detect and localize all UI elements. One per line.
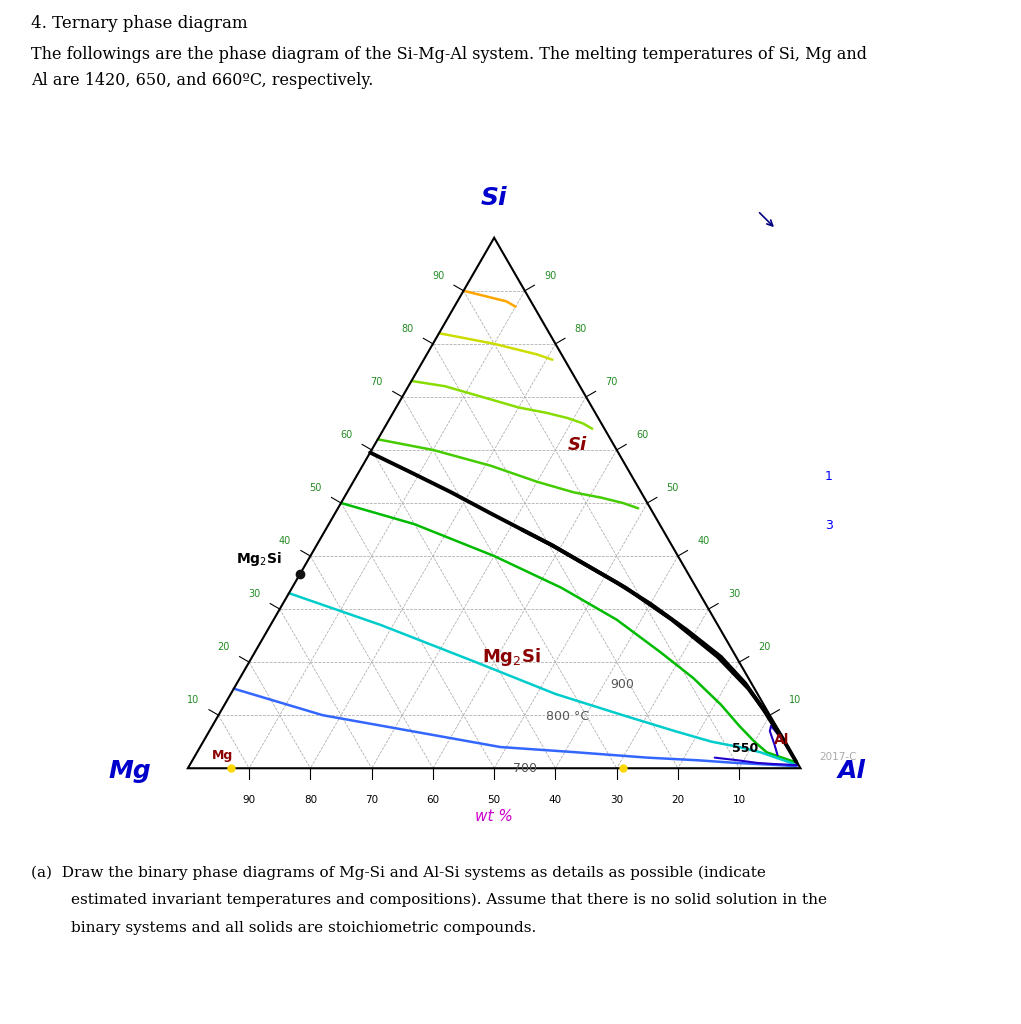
Text: 70: 70: [366, 795, 378, 805]
Text: binary systems and all solids are stoichiometric compounds.: binary systems and all solids are stoich…: [71, 921, 537, 935]
Text: wt %: wt %: [475, 809, 514, 823]
Text: 90: 90: [243, 795, 255, 805]
Text: 30: 30: [611, 795, 623, 805]
Text: 60: 60: [427, 795, 439, 805]
Text: Al: Al: [837, 760, 865, 783]
Text: 80: 80: [401, 325, 414, 334]
Text: 80: 80: [304, 795, 317, 805]
Text: 20: 20: [217, 642, 230, 652]
Text: 90: 90: [544, 271, 556, 281]
Text: Al are 1420, 650, and 660ºC, respectively.: Al are 1420, 650, and 660ºC, respectivel…: [31, 72, 373, 89]
Text: 50: 50: [488, 795, 500, 805]
Text: 40: 40: [279, 537, 291, 547]
Text: Mg: Mg: [108, 760, 151, 783]
Text: 2017-C: 2017-C: [819, 752, 857, 762]
Text: 30: 30: [728, 590, 740, 599]
Text: 4. Ternary phase diagram: 4. Ternary phase diagram: [31, 15, 247, 33]
Text: 800 °C: 800 °C: [546, 711, 589, 724]
Text: Mg$_2$Si: Mg$_2$Si: [236, 550, 282, 568]
Text: Mg: Mg: [212, 749, 234, 762]
Text: 50: 50: [309, 483, 322, 494]
Text: 1: 1: [825, 470, 833, 483]
Text: Al: Al: [775, 732, 790, 746]
Text: 60: 60: [340, 430, 352, 440]
Text: 70: 70: [605, 377, 618, 387]
Text: (a)  Draw the binary phase diagrams of Mg-Si and Al-Si systems as details as pos: (a) Draw the binary phase diagrams of Mg…: [31, 865, 766, 880]
Text: 900: 900: [611, 678, 634, 691]
Text: 20: 20: [759, 642, 771, 652]
Text: 550: 550: [732, 742, 758, 755]
Text: 60: 60: [636, 430, 648, 440]
Text: 700: 700: [513, 762, 537, 774]
Text: 70: 70: [371, 377, 383, 387]
Text: 20: 20: [672, 795, 684, 805]
Text: 10: 10: [733, 795, 745, 805]
Text: 3: 3: [825, 519, 833, 532]
Text: 80: 80: [575, 325, 587, 334]
Text: estimated invariant temperatures and compositions). Assume that there is no soli: estimated invariant temperatures and com…: [71, 893, 827, 907]
Text: 30: 30: [248, 590, 260, 599]
Text: 40: 40: [549, 795, 562, 805]
Text: 10: 10: [187, 695, 199, 706]
Text: 90: 90: [432, 271, 444, 281]
Text: Si: Si: [481, 186, 507, 210]
Text: 40: 40: [697, 537, 710, 547]
Text: Mg$_2$Si: Mg$_2$Si: [482, 646, 541, 668]
Text: Si: Si: [568, 436, 587, 454]
Text: 50: 50: [667, 483, 679, 494]
Text: The followings are the phase diagram of the Si-Mg-Al system. The melting tempera: The followings are the phase diagram of …: [31, 46, 867, 63]
Text: 10: 10: [789, 695, 801, 706]
